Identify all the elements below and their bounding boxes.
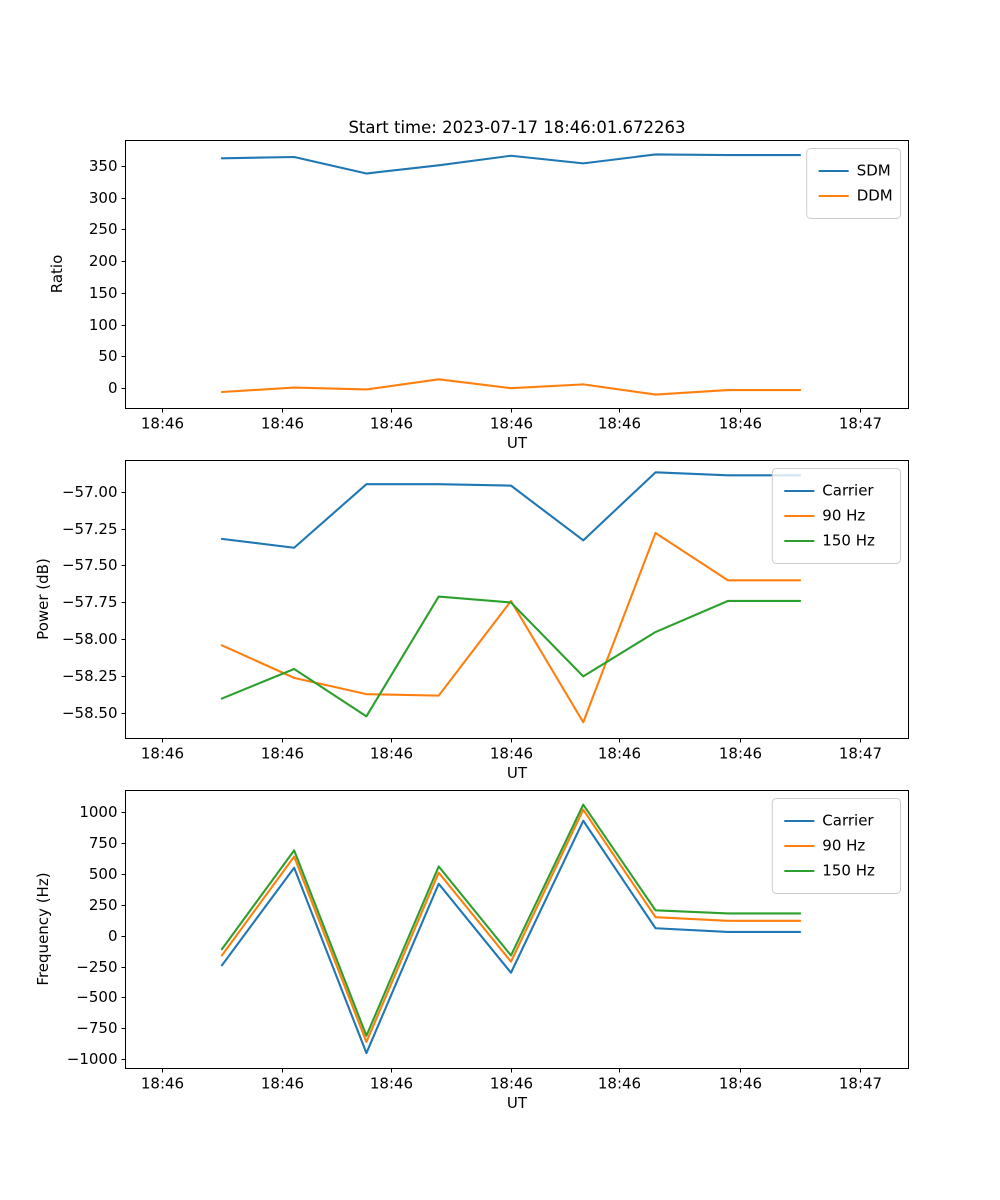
xtick-label: 18:46 [370, 745, 413, 763]
series-line-90-hz [220, 531, 802, 724]
panel-frequency-ylabel: Frequency (Hz) [34, 872, 52, 985]
series-line-90-hz [220, 808, 802, 1043]
ytick-label: −57.00 [62, 483, 118, 501]
panel-frequency-yticks: −1000 −750 −500 −250 0 250 500 750 1000 [67, 803, 126, 1068]
ytick-label: 50 [98, 347, 117, 365]
ytick-label: −500 [76, 988, 117, 1006]
xtick-label: 18:46 [261, 415, 304, 433]
ytick-label: 0 [108, 379, 118, 397]
legend-label-sdm[interactable]: SDM [857, 162, 891, 180]
series-line-carrier [220, 819, 802, 1055]
series-line-150-hz [220, 803, 802, 1037]
xtick-label: 18:46 [370, 1075, 413, 1093]
xtick-label: 18:46 [598, 1075, 641, 1093]
ytick-label: 0 [108, 927, 118, 945]
xtick-label: 18:46 [719, 745, 762, 763]
xtick-label: 18:46 [490, 1075, 533, 1093]
ytick-label: −58.00 [62, 630, 118, 648]
ytick-label: 200 [89, 252, 118, 270]
panel-power-xlabel: UT [507, 764, 528, 782]
ytick-label: 1000 [79, 803, 117, 821]
legend-label-150-hz[interactable]: 150 Hz [822, 862, 875, 880]
panel-frequency-svg: 18:46 18:46 18:46 18:46 18:46 18:46 18:47 −100… [34, 789, 910, 1112]
panel-ratio-series [220, 153, 802, 396]
ytick-label: 350 [89, 157, 118, 175]
xtick-label: 18:46 [490, 745, 533, 763]
ytick-label: −57.25 [62, 520, 118, 538]
panel-power-series [220, 471, 802, 724]
xtick-label: 18:46 [490, 415, 533, 433]
panel-power: 18:46 18:46 18:46 18:46 18:46 18:46 18:47 −57.… [0, 440, 1000, 790]
panel-power-frame [124, 459, 910, 740]
panel-ratio-frame [124, 139, 910, 410]
xtick-label: 18:46 [141, 1075, 184, 1093]
legend-box [806, 148, 902, 219]
panel-frequency-xlabel: UT [507, 1094, 528, 1112]
ytick-label: −1000 [67, 1050, 118, 1068]
ytick-label: −750 [76, 1019, 117, 1037]
legend-label-carrier[interactable]: Carrier [822, 482, 874, 500]
legend-box [771, 468, 901, 564]
xtick-label: 18:46 [719, 415, 762, 433]
ytick-label: 100 [89, 316, 118, 334]
panel-frequency-legend[interactable]: Carrier 90 Hz 150 Hz [771, 798, 901, 894]
panel-power-svg: 18:46 18:46 18:46 18:46 18:46 18:46 18:47 −57.… [34, 459, 910, 782]
series-line-carrier [220, 471, 802, 549]
xtick-label: 18:47 [839, 415, 882, 433]
ytick-label: 300 [89, 189, 118, 207]
ytick-label: −250 [76, 958, 117, 976]
xtick-label: 18:46 [261, 745, 304, 763]
xtick-label: 18:46 [598, 415, 641, 433]
panel-power-xticks: 18:46 18:46 18:46 18:46 18:46 18:46 18:47 [141, 738, 882, 763]
panel-power-legend[interactable]: Carrier 90 Hz 150 Hz [771, 468, 901, 564]
xtick-label: 18:46 [141, 415, 184, 433]
ytick-label: −57.50 [62, 556, 118, 574]
panel-ratio-yticks: 0 50 100 150 200 250 300 350 [89, 157, 126, 397]
panel-ratio-svg: Start time: 2023-07-17 18:46:01.672263 1… [48, 118, 910, 452]
ytick-label: −57.75 [62, 593, 118, 611]
panel-ratio: Start time: 2023-07-17 18:46:01.672263 1… [0, 110, 1000, 460]
panel-frequency-xticks: 18:46 18:46 18:46 18:46 18:46 18:46 18:47 [141, 1068, 882, 1093]
ytick-label: 250 [89, 896, 118, 914]
xtick-label: 18:46 [261, 1075, 304, 1093]
xtick-label: 18:46 [370, 415, 413, 433]
xtick-label: 18:46 [598, 745, 641, 763]
xtick-label: 18:47 [839, 1075, 882, 1093]
xtick-label: 18:46 [141, 745, 184, 763]
panel-ratio-xticks: 18:46 18:46 18:46 18:46 18:46 18:46 18:47 [141, 408, 882, 433]
ytick-label: 150 [89, 284, 118, 302]
legend-label-150-hz[interactable]: 150 Hz [822, 532, 875, 550]
series-line-150-hz [220, 595, 802, 718]
legend-label-carrier[interactable]: Carrier [822, 812, 874, 830]
legend-label-90-hz[interactable]: 90 Hz [822, 837, 865, 855]
legend-label-90-hz[interactable]: 90 Hz [822, 507, 865, 525]
xtick-label: 18:46 [719, 1075, 762, 1093]
panel-ratio-legend[interactable]: SDM DDM [806, 148, 902, 219]
series-line-sdm [220, 153, 802, 175]
figure-title: Start time: 2023-07-17 18:46:01.672263 [348, 118, 685, 137]
panel-power-ylabel: Power (dB) [34, 558, 52, 640]
panel-frequency-series [220, 803, 802, 1055]
legend-box [771, 798, 901, 894]
ytick-label: 250 [89, 220, 118, 238]
panel-frequency: 18:46 18:46 18:46 18:46 18:46 18:46 18:47 −100… [0, 770, 1000, 1130]
ytick-label: 500 [89, 865, 118, 883]
panel-power-yticks: −57.00 −57.25 −57.50 −57.75 −58.00 −58.25 −58.… [62, 483, 126, 722]
panel-ratio-xlabel: UT [507, 434, 528, 452]
ytick-label: −58.25 [62, 667, 118, 685]
panel-frequency-frame [124, 789, 910, 1070]
legend-label-ddm[interactable]: DDM [857, 187, 893, 205]
xtick-label: 18:47 [839, 745, 882, 763]
series-line-ddm [220, 378, 802, 396]
ytick-label: −58.50 [62, 704, 118, 722]
panel-ratio-ylabel: Ratio [48, 255, 66, 294]
ytick-label: 750 [89, 834, 118, 852]
